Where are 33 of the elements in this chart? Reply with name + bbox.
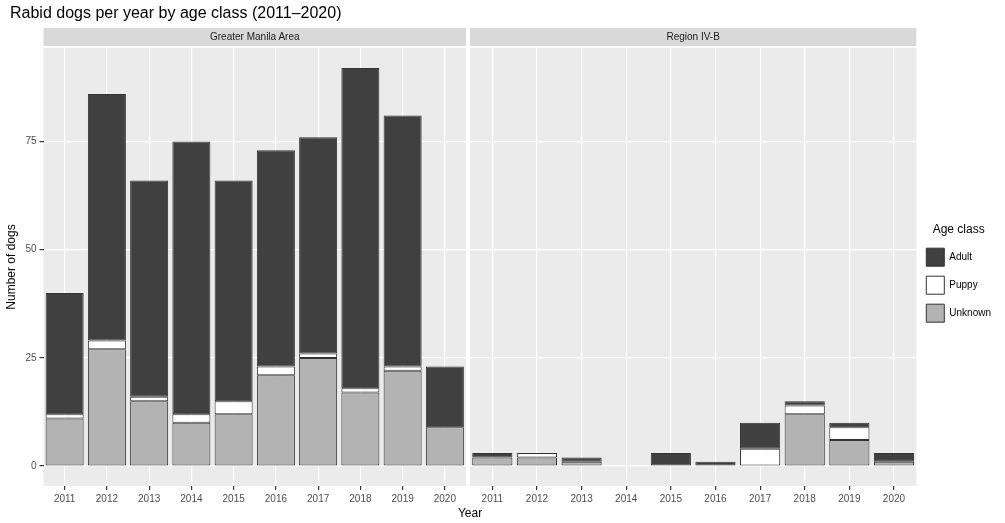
chart-subtitle: Greater Manila Area	[210, 30, 300, 42]
legend-title: Age class	[932, 222, 985, 237]
x-tick-label: 2011	[53, 492, 76, 504]
y-tick-label: 25	[25, 351, 37, 363]
y-tick-label: 50	[25, 243, 37, 255]
x-tick-label: 2018	[793, 492, 817, 504]
x-tick-label: 2013	[570, 492, 594, 504]
x-tick-label: 2016	[704, 492, 728, 504]
legend-label: Puppy	[949, 278, 978, 290]
chart-subtitle: Region IV-B	[666, 30, 721, 42]
legend-label: Unknown	[949, 306, 992, 318]
x-tick-label: 2014	[180, 492, 203, 504]
x-tick-label: 2013	[138, 492, 161, 504]
x-tick-label: 2015	[222, 492, 246, 504]
x-tick-label: 2014	[615, 492, 638, 504]
y-tick-label: 75	[25, 135, 37, 147]
x-tick-label: 2019	[391, 492, 415, 504]
chart-title: Rabid dogs per year by age class (2011–2020)	[9, 3, 343, 23]
x-tick-label: 2011	[481, 492, 504, 504]
x-tick-label: 2020	[433, 492, 457, 504]
x-tick-label: 2020	[882, 492, 906, 504]
legend-label: Adult	[949, 250, 973, 262]
x-tick-label: 2017	[307, 492, 330, 504]
x-tick-label: 2016	[264, 492, 288, 504]
y-axis-title: Number of dogs	[3, 224, 18, 310]
x-tick-label: 2019	[838, 492, 861, 504]
y-tick-label: 0	[30, 459, 37, 471]
x-tick-label: 2017	[748, 492, 772, 504]
x-tick-label: 2012	[525, 492, 549, 504]
x-tick-label: 2012	[95, 492, 119, 504]
x-tick-label: 2018	[349, 492, 372, 504]
x-tick-label: 2015	[659, 492, 683, 504]
x-axis-title: Year	[456, 506, 484, 520]
